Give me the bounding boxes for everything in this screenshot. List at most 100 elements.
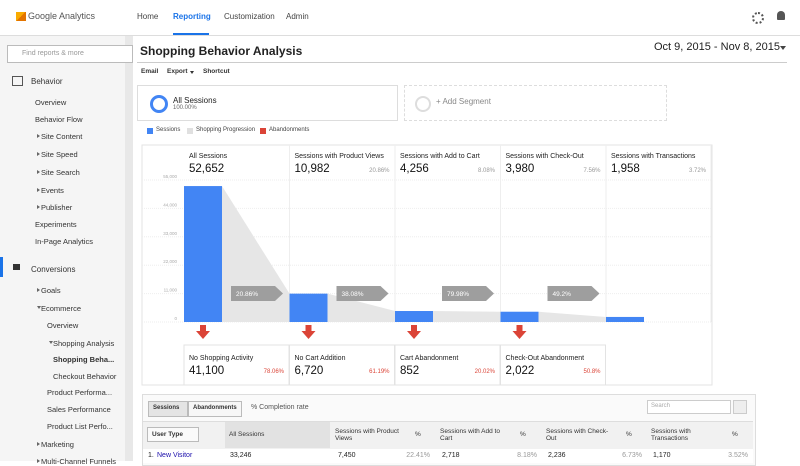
stage-share: 7.56% [583,168,601,174]
abandon-name: No Cart Addition [295,355,346,362]
nav-link[interactable]: Checkout Behavior [53,372,117,381]
search-button[interactable] [733,400,747,414]
nav-link[interactable]: Multi-Channel Funnels [41,457,117,466]
y-tick-label: 0 [174,316,177,321]
header [0,0,800,36]
bar [606,316,644,322]
expand-arrow [49,341,53,344]
column-header[interactable]: All Sessions [229,431,265,438]
nav-item[interactable]: Admin [286,12,309,21]
expand-arrow [37,188,40,192]
add-segment[interactable]: + Add Segment [436,97,491,106]
user-type-select[interactable] [147,427,199,442]
abandon-name: Cart Abandonment [400,355,458,362]
nav-link[interactable]: Ecommerce [41,304,82,313]
nav-link[interactable]: Product Performa... [47,388,113,397]
stage-name: Sessions with Product Views [295,153,385,160]
segment-ring [150,95,168,113]
progression-area [433,311,501,322]
tab-label: Abandonments [193,405,237,411]
table-cell: 2,718 [442,452,460,459]
expand-arrow [37,205,40,209]
nav-link[interactable]: Shopping Analysis [53,339,115,348]
nav-link[interactable]: Marketing [41,440,74,449]
nav-link[interactable]: Site Speed [41,150,78,159]
nav-link[interactable]: Product List Perfo... [47,422,113,431]
column-header: % [732,431,738,438]
progression-label: 38.08% [342,291,364,298]
toolbar-button[interactable]: Export [167,68,188,75]
table-search[interactable] [647,400,731,414]
abandon-value: 852 [400,365,419,377]
nav-link[interactable]: Site Content [41,132,83,141]
tab-button[interactable] [188,401,242,417]
nav-item[interactable]: Customization [224,12,275,21]
nav-link[interactable]: Events [41,186,64,195]
table-cell: 3.52% [728,452,748,459]
column-header[interactable]: User Type [152,431,183,438]
nav-link[interactable]: Shopping Beha... [53,355,115,364]
notifications-icon[interactable] [777,11,785,20]
settings-icon[interactable] [752,12,764,24]
product-name: Google Analytics [28,11,96,21]
table-search-placeholder: Search [651,403,671,409]
abandon-arrow [407,325,421,339]
completion-option[interactable]: % Completion rate [251,404,309,411]
nav-item[interactable]: Home [137,12,159,21]
toolbar-button[interactable]: Shortcut [203,68,230,75]
abandon-value: 41,100 [189,365,224,377]
column-header: Sessions with Add to Cart [440,428,500,442]
stage-value: 10,982 [295,163,330,175]
sidebar-collapse[interactable] [125,36,133,461]
nav-link[interactable]: Publisher [41,203,73,212]
expand-arrow [37,170,40,174]
segment-share: 100.00% [173,105,197,111]
table-cell: 1. [148,452,154,459]
nav-underline [173,33,209,35]
bar [184,186,222,322]
table-cell: 1,170 [653,452,671,459]
expand-arrow [37,134,40,138]
stage-value: 1,958 [611,163,640,175]
abandon-share: 50.8% [583,369,601,375]
export-caret [190,71,194,74]
nav-link[interactable]: Overview [47,321,79,330]
progression-label: 79.98% [447,291,469,298]
nav-link[interactable]: In-Page Analytics [35,237,93,246]
legend-swatch [187,128,193,134]
report-title: Shopping Behavior Analysis [140,44,303,58]
toolbar-button[interactable]: Email [141,68,159,75]
add-segment-ring [415,96,431,112]
tab-button[interactable] [148,401,188,417]
nav-link[interactable]: Overview [35,98,67,107]
nav-item[interactable]: Reporting [173,12,211,21]
legend-label: Abandonments [269,127,310,133]
abandon-name: Check-Out Abandonment [506,355,585,362]
nav-link[interactable]: Experiments [35,220,77,229]
date-range[interactable]: Oct 9, 2015 - Nov 8, 2015 [654,41,780,53]
column-header: % [626,431,632,438]
expand-arrow [37,152,40,156]
y-tick-label: 55,000 [163,174,177,179]
nav-link[interactable]: Sales Performance [47,405,111,414]
progression-label: 49.2% [553,291,572,298]
add-segment-box[interactable] [404,85,667,121]
table-cell: 7,450 [338,452,356,459]
nav-link[interactable]: Conversions [31,265,76,274]
progression-arrow [442,286,494,301]
nav-link[interactable]: Behavior [31,77,63,86]
abandon-box [183,344,290,386]
abandon-name: No Shopping Activity [189,355,254,362]
table-cell[interactable]: New Visitor [157,452,193,459]
nav-link[interactable]: Goals [41,286,61,295]
abandon-arrow [512,325,527,339]
table-cell: 6.73% [622,452,642,459]
stage-value: 4,256 [400,163,429,175]
nav-link[interactable]: Behavior Flow [35,115,83,124]
segment-box[interactable] [137,85,398,121]
search-box[interactable] [7,45,133,63]
abandon-value: 2,022 [506,365,535,377]
y-tick-label: 44,000 [163,202,177,207]
column-header[interactable]: Sessions with Product Views [335,428,399,442]
nav-link[interactable]: Site Search [41,168,80,177]
